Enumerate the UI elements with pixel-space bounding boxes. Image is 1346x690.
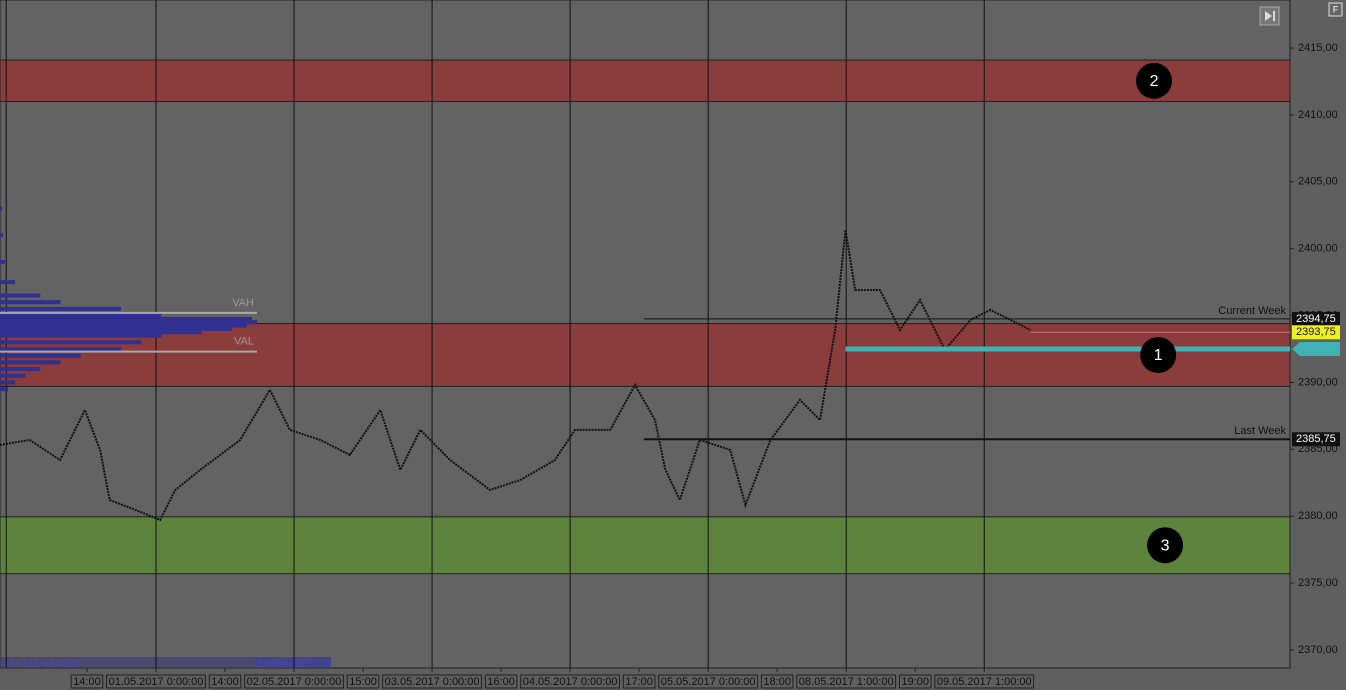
x-tick-box	[760, 674, 794, 689]
level-name: Current Week	[1218, 305, 1286, 317]
x-tick-label: 15:00	[349, 676, 377, 688]
zone-marker	[1136, 62, 1173, 99]
profile-bar	[0, 326, 232, 331]
profile-bar	[0, 306, 121, 311]
profile-bar	[0, 320, 257, 325]
footer-volumes: 484715 484388	[3, 658, 79, 670]
zone-marker-label: 1	[1154, 347, 1163, 364]
profile-bar	[0, 333, 162, 338]
x-tick-box	[796, 674, 897, 689]
y-tick-label: 2405,00	[1298, 176, 1338, 188]
level-tag-label: 2385,75	[1296, 433, 1336, 445]
x-tick-box	[346, 674, 380, 689]
zone	[0, 59, 1291, 103]
x-tick-box	[208, 674, 242, 689]
profile-bar	[0, 323, 247, 328]
x-tick-box	[106, 674, 206, 689]
x-tick-box	[244, 674, 344, 689]
profile-bar	[0, 233, 4, 238]
x-tick-label: 05.05.2017 0:00:00	[661, 676, 756, 688]
zone-marker	[1147, 527, 1184, 564]
level-tag-label: 2394,75	[1296, 313, 1336, 325]
f-button[interactable]	[1328, 2, 1343, 17]
x-tick-box	[382, 674, 482, 689]
x-tick-label: 18:00	[763, 676, 791, 688]
zone	[0, 323, 1291, 387]
current-price-label: 2393,75	[1296, 326, 1336, 338]
x-tick-label: 09.05.2017 1:00:00	[937, 676, 1032, 688]
x-tick-label: 08.05.2017 1:00:00	[799, 676, 894, 688]
price-line	[0, 229, 1031, 522]
value-area-label: VAL	[234, 336, 254, 348]
x-tick-label: 16:00	[487, 676, 515, 688]
y-tick-label: 2375,00	[1298, 577, 1338, 589]
y-tick-label: 2410,00	[1298, 109, 1338, 121]
profile-bar	[0, 293, 41, 298]
level-tag	[1292, 432, 1340, 447]
current-price-tag	[1292, 325, 1340, 340]
x-tick-label: 02.05.2017 0:00:00	[247, 676, 342, 688]
x-tick-label: 03.05.2017 0:00:00	[385, 676, 480, 688]
profile-bar	[0, 387, 9, 392]
x-tick-label: 04.05.2017 0:00:00	[523, 676, 618, 688]
profile-bar	[0, 353, 81, 358]
zone-marker	[1140, 337, 1177, 374]
profile-bar	[0, 280, 16, 285]
x-tick-box	[484, 674, 518, 689]
x-tick-label: 19:00	[901, 676, 929, 688]
profile-bar	[0, 373, 26, 378]
x-tick-label: 01.05.2017 0:00:00	[109, 676, 204, 688]
y-tick-label: 2390,00	[1298, 376, 1338, 388]
x-tick-box	[658, 674, 759, 689]
value-area-label: VAH	[232, 297, 254, 309]
cyan-tag	[1292, 341, 1340, 356]
zone-marker-label: 2	[1150, 73, 1159, 90]
profile-bar	[0, 380, 16, 385]
zone-marker-label: 3	[1161, 537, 1170, 554]
x-tick-box	[622, 674, 656, 689]
y-tick-label: 2370,00	[1298, 644, 1338, 656]
profile-bar	[0, 330, 202, 335]
profile-bar	[0, 340, 142, 345]
y-tick-label: 2400,00	[1298, 243, 1338, 255]
x-tick-label: 17:00	[625, 676, 653, 688]
zone	[0, 516, 1291, 575]
x-tick-label: 14:00	[211, 676, 239, 688]
y-tick-label: 2415,00	[1298, 42, 1338, 54]
x-tick-box	[898, 674, 932, 689]
y-tick-label: 2380,00	[1298, 510, 1338, 522]
footer-box	[255, 657, 331, 668]
x-tick-box	[520, 674, 621, 689]
x-tick-box	[934, 674, 1035, 689]
scroll-end-icon	[1265, 11, 1275, 21]
f-button-text: F	[1333, 4, 1339, 14]
profile-bar	[0, 367, 41, 372]
level-name: Last Week	[1234, 425, 1286, 437]
profile-bar	[0, 360, 61, 365]
level-tag	[1292, 311, 1340, 326]
profile-bar	[0, 313, 162, 318]
x-tick-label: 14:00	[73, 676, 101, 688]
profile-bar	[0, 346, 121, 351]
x-tick-box	[70, 674, 104, 689]
profile-bar	[0, 316, 252, 321]
profile-bar	[0, 206, 3, 211]
footer-box	[0, 657, 255, 668]
profile-bar	[0, 260, 6, 265]
profile-bar	[0, 300, 61, 305]
footer-delta: Delta=-327	[258, 658, 312, 670]
